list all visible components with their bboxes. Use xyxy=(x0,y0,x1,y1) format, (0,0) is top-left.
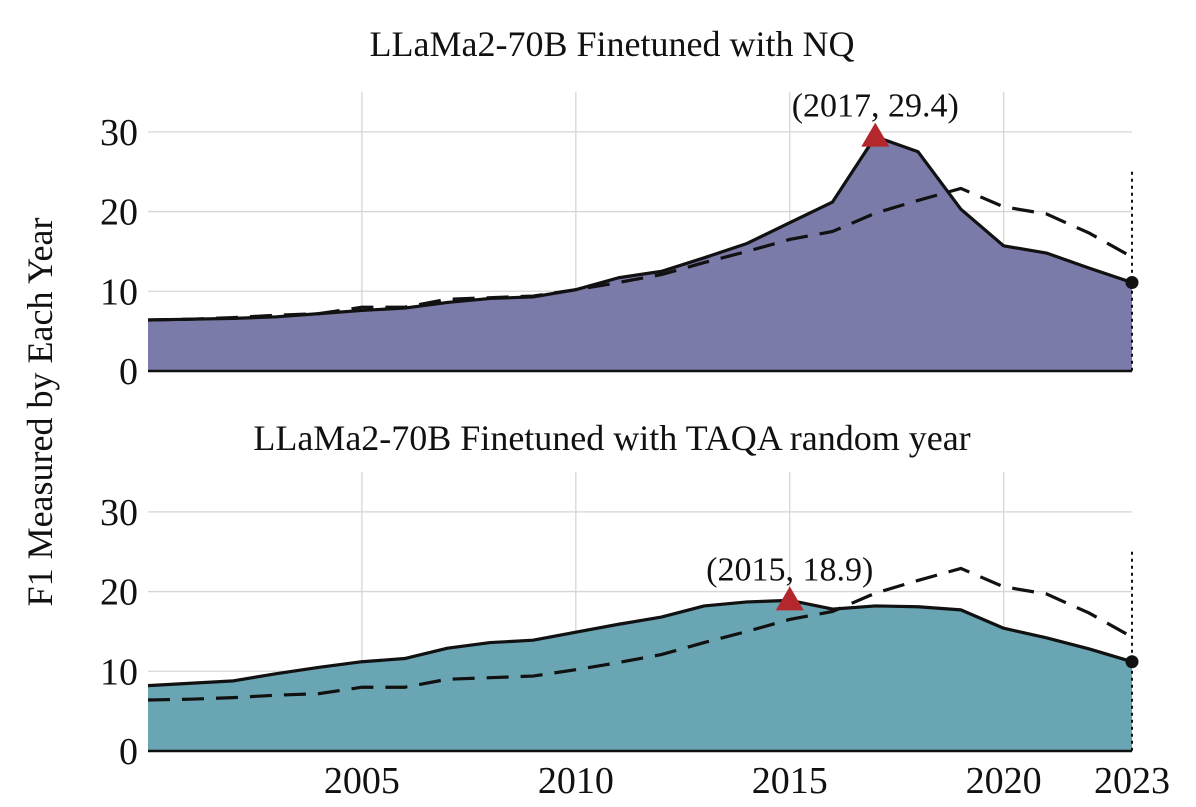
series-line-finetuned xyxy=(147,135,1133,322)
series-area-fill xyxy=(148,136,1132,371)
y-tick-label: 30 xyxy=(100,112,138,154)
x-tick-label: 2005 xyxy=(324,760,400,802)
peak-marker xyxy=(775,586,804,611)
y-tick-label: 20 xyxy=(100,192,138,234)
series-line-reference xyxy=(147,186,1133,322)
series-line-reference xyxy=(147,566,1133,702)
chart-panel-2: LLaMa2-70B Finetuned with TAQA random ye… xyxy=(100,418,1170,802)
x-tick-label: 2015 xyxy=(752,760,828,802)
y-tick-label: 30 xyxy=(100,492,138,534)
series-area-fill xyxy=(148,600,1132,751)
peak-label: (2015, 18.9) xyxy=(706,551,873,588)
chart-title: LLaMa2-70B Finetuned with NQ xyxy=(370,24,855,64)
series-line-finetuned xyxy=(147,598,1133,688)
end-point-dot xyxy=(1125,276,1139,290)
chart-panel-1: LLaMa2-70B Finetuned with NQ 0 10 20 30 (2017… xyxy=(100,24,1139,393)
y-tick-label: 20 xyxy=(100,572,138,614)
y-tick-label: 0 xyxy=(119,351,138,393)
peak-label: (2017, 29.4) xyxy=(792,88,959,125)
chart-title: LLaMa2-70B Finetuned with TAQA random ye… xyxy=(253,418,970,458)
y-axis-label: F1 Measured by Each Year xyxy=(20,218,60,607)
y-tick-label: 0 xyxy=(119,731,138,773)
x-tick-label: 2010 xyxy=(538,760,614,802)
peak-marker xyxy=(861,122,890,147)
x-tick-label: 2020 xyxy=(966,760,1042,802)
end-point-dot xyxy=(1125,655,1139,669)
y-tick-label: 10 xyxy=(100,651,138,693)
x-tick-label: 2023 xyxy=(1094,760,1170,802)
y-tick-label: 10 xyxy=(100,271,138,313)
